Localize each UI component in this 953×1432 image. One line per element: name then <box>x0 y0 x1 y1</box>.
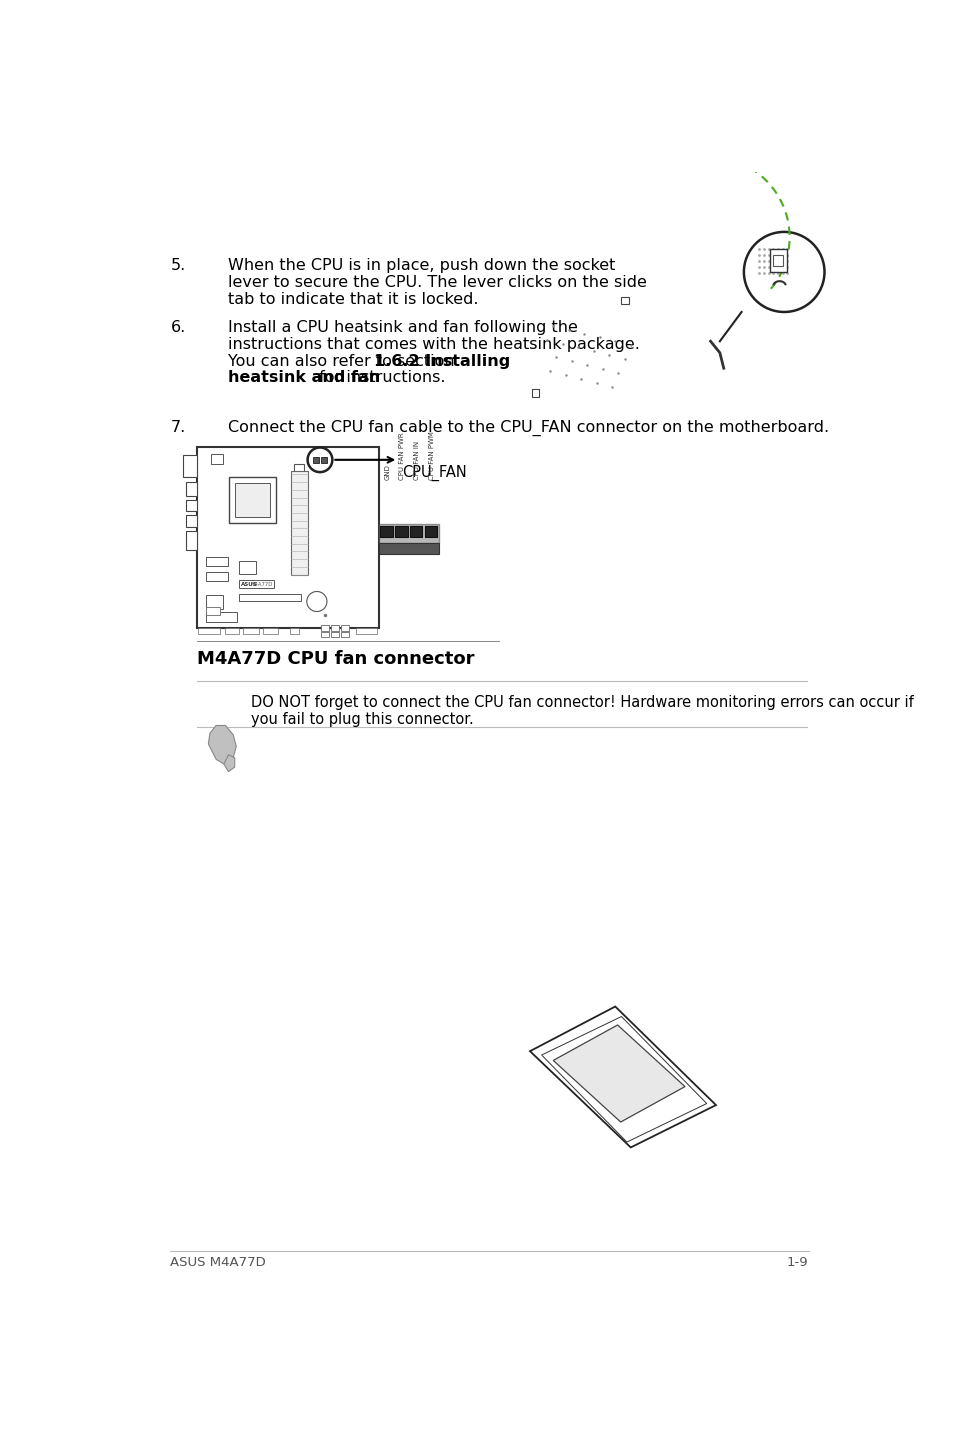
Text: M4A77D CPU fan connector: M4A77D CPU fan connector <box>196 650 474 667</box>
Text: ASUS M4A77D: ASUS M4A77D <box>170 1256 265 1269</box>
Text: Connect the CPU fan cable to the CPU_FAN connector on the motherboard.: Connect the CPU fan cable to the CPU_FAN… <box>228 420 828 435</box>
Circle shape <box>307 591 327 611</box>
Bar <box>206 573 228 581</box>
Bar <box>395 526 407 537</box>
Text: When the CPU is in place, push down the socket: When the CPU is in place, push down the … <box>228 258 615 274</box>
Bar <box>198 629 220 634</box>
Text: CPU FAN IN: CPU FAN IN <box>414 441 419 480</box>
Text: heatsink and fan: heatsink and fan <box>228 371 379 385</box>
Bar <box>206 607 220 614</box>
Bar <box>355 629 377 634</box>
Bar <box>340 632 349 637</box>
Bar <box>320 626 329 630</box>
Text: 5.: 5. <box>171 258 186 274</box>
Bar <box>211 454 223 464</box>
Bar <box>294 518 304 546</box>
Bar <box>239 580 274 587</box>
Bar <box>769 249 786 272</box>
Bar <box>380 526 393 537</box>
Bar <box>410 526 422 537</box>
Bar <box>424 526 436 537</box>
Text: CPU_FAN: CPU_FAN <box>402 464 466 481</box>
Bar <box>340 626 349 630</box>
Text: CPU FAN PWR: CPU FAN PWR <box>398 432 405 480</box>
Bar <box>331 632 339 637</box>
Text: 6.: 6. <box>171 319 186 335</box>
Bar <box>243 629 258 634</box>
Text: CPU FAN PWM: CPU FAN PWM <box>428 431 435 480</box>
Bar <box>206 596 223 609</box>
Bar <box>186 483 196 495</box>
Text: for instructions.: for instructions. <box>314 371 445 385</box>
Text: 1.6.2 Installing: 1.6.2 Installing <box>374 354 510 368</box>
Bar <box>378 524 439 543</box>
Text: you fail to plug this connector.: you fail to plug this connector. <box>251 712 474 726</box>
Polygon shape <box>224 755 234 772</box>
Text: You can also refer to section: You can also refer to section <box>228 354 459 368</box>
Bar <box>229 477 275 523</box>
Bar <box>186 516 196 527</box>
Bar <box>294 491 304 520</box>
Bar <box>239 561 256 574</box>
Text: DO NOT forget to connect the CPU fan connector! Hardware monitoring errors can o: DO NOT forget to connect the CPU fan con… <box>251 695 913 710</box>
Bar <box>291 471 308 574</box>
Bar <box>313 457 319 463</box>
Bar <box>239 594 301 601</box>
Text: M4A77D: M4A77D <box>251 581 273 587</box>
Bar <box>294 546 304 573</box>
Bar <box>531 390 538 397</box>
Text: Install a CPU heatsink and fan following the: Install a CPU heatsink and fan following… <box>228 319 577 335</box>
Bar <box>186 500 196 511</box>
Bar <box>378 543 439 554</box>
Bar <box>206 557 228 566</box>
Bar <box>620 296 629 304</box>
Bar <box>183 455 196 477</box>
Text: instructions that comes with the heatsink package.: instructions that comes with the heatsin… <box>228 337 639 352</box>
Bar <box>196 447 378 629</box>
Text: GND: GND <box>384 464 390 480</box>
Bar <box>294 464 304 493</box>
Text: ASUS: ASUS <box>241 581 257 587</box>
Bar <box>331 626 339 630</box>
Text: lever to secure the CPU. The lever clicks on the side: lever to secure the CPU. The lever click… <box>228 275 646 291</box>
Bar <box>773 255 781 266</box>
Bar <box>290 629 298 634</box>
Bar <box>320 457 327 463</box>
Text: 1-9: 1-9 <box>786 1256 807 1269</box>
Bar <box>224 629 238 634</box>
Text: 7.: 7. <box>171 420 186 435</box>
Polygon shape <box>553 1025 684 1123</box>
Bar <box>186 531 196 550</box>
Text: tab to indicate that it is locked.: tab to indicate that it is locked. <box>228 292 477 306</box>
Bar <box>235 483 270 517</box>
Bar <box>262 629 278 634</box>
Circle shape <box>743 232 823 312</box>
Polygon shape <box>208 726 236 763</box>
Bar <box>320 632 329 637</box>
Bar <box>206 613 236 621</box>
